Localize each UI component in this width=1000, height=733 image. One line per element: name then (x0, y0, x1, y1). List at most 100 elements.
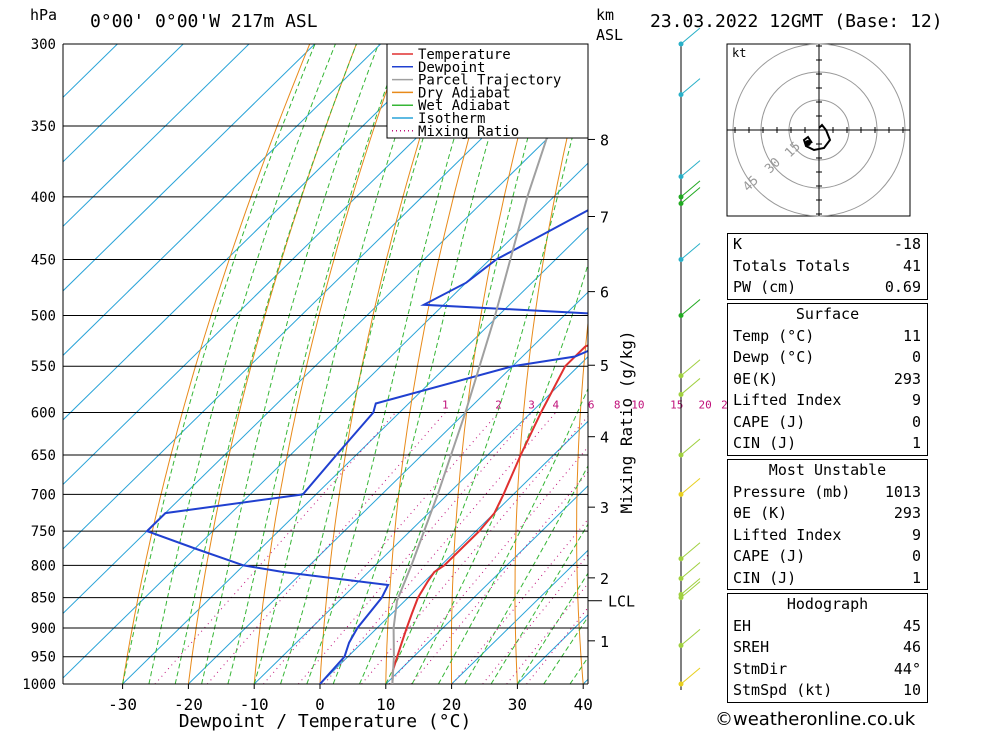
x-tick-label: -20 (174, 695, 203, 714)
isotherm-line (63, 98, 588, 615)
surface-li-label: Lifted Index (733, 391, 842, 409)
x-tick-label: 0 (315, 695, 325, 714)
pressure-tick-label: 350 (31, 119, 56, 135)
pressure-tick-label: 550 (31, 359, 56, 375)
dry-adiabat-line (187, 44, 357, 684)
pressure-tick-label: 650 (31, 448, 56, 464)
mu-li-value: 9 (911, 525, 921, 544)
pressure-tick-label: 500 (31, 309, 56, 325)
dry-adiabat-line (694, 44, 730, 684)
surface-temp-value: 11 (902, 326, 921, 345)
x-tick-label: 20 (442, 695, 461, 714)
hodograph-panel: Hodograph EH 45 SREH 46 StmDir 44° StmSpd (… (727, 593, 928, 703)
mixing-ratio-label: 1 (442, 398, 449, 411)
stmspd-value: 10 (902, 681, 921, 699)
surface-cape-label: CAPE (J) (733, 412, 806, 431)
wind-barb (680, 243, 701, 260)
km-unit-label: km (596, 6, 614, 24)
legend-entry: Dry Adiabat (418, 85, 511, 101)
legend-entry: Mixing Ratio (418, 124, 519, 140)
wet-adiabat-line (280, 44, 454, 684)
pressure-tick-label: 800 (31, 558, 56, 574)
mixing-ratio-line (263, 412, 499, 684)
km-tick-label: 6 (600, 284, 609, 302)
isotherm-line (63, 44, 513, 486)
x-tick-label: 40 (574, 695, 593, 714)
pw-label: PW (cm) (733, 278, 797, 296)
pressure-tick-label: 300 (31, 37, 56, 53)
isotherm-line (63, 44, 447, 421)
mixing-ratio-label: 10 (631, 398, 644, 411)
copyright: ©weatheronline.co.uk (715, 709, 916, 730)
stmspd-label: StmSpd (kt) (733, 681, 833, 699)
mixing-ratio-line (154, 412, 396, 684)
wet-adiabat-line (253, 44, 427, 684)
km-tick-label: 4 (600, 429, 609, 447)
wind-barb (680, 562, 701, 579)
wind-barb (680, 180, 701, 198)
mixing-ratio-label: 20 (699, 398, 712, 411)
wind-barb (680, 299, 701, 316)
pressure-tick-label: 1000 (22, 677, 56, 693)
wind-barb (680, 78, 701, 96)
datetime-title: 23.03.2022 12GMT (Base: 12) (650, 11, 943, 32)
mu-theta-value: 293 (893, 504, 921, 522)
mu-cin-value: 1 (911, 568, 921, 587)
wind-barb (680, 581, 701, 598)
mixing-ratio-label: 6 (588, 398, 595, 411)
location-title: 0°00' 0°00'W 217m ASL (90, 11, 318, 32)
legend-box (386, 43, 589, 139)
surface-theta-label: θE(K) (733, 369, 779, 388)
legend-entry: Dewpoint (418, 60, 485, 76)
isotherm-line (253, 356, 588, 684)
hodograph-trace (802, 123, 832, 152)
mu-cape-label: CAPE (J) (733, 547, 806, 565)
mixing-ratio-label: 2 (495, 398, 502, 411)
totals-value: 41 (902, 256, 921, 275)
pressure-tick-label: 600 (31, 405, 56, 421)
km-tick-label: 3 (600, 499, 609, 517)
legend-entry: Wet Adiabat (418, 98, 511, 114)
wind-barb (680, 578, 701, 595)
wind-barb (680, 27, 701, 45)
km-tick-label: 5 (600, 357, 609, 375)
legend-entry: Temperature (418, 47, 511, 63)
pw-value: 0.69 (884, 278, 921, 296)
mu-li-label: Lifted Index (733, 525, 842, 544)
wind-barb (680, 629, 701, 646)
km-tick-label: 7 (600, 208, 609, 226)
wind-barb (680, 359, 701, 377)
legend-entry: Isotherm (418, 111, 485, 127)
x-tick-label: -30 (108, 695, 137, 714)
surface-cape-value: 0 (911, 412, 921, 431)
hodograph-storm-marker (805, 140, 811, 146)
isotherm-line (385, 485, 588, 684)
k-label: K (733, 235, 743, 253)
mixing-ratio-label: 3 (528, 398, 535, 411)
temperature-line (391, 344, 588, 684)
wind-barb (680, 478, 701, 495)
wind-barb (680, 667, 701, 685)
isotherm-line (63, 162, 588, 679)
x-tick-label: 10 (376, 695, 395, 714)
dry-adiabat-line (636, 44, 683, 684)
sreh-value: 46 (902, 638, 921, 656)
wind-barb (680, 160, 701, 177)
k-value: -18 (893, 235, 921, 253)
wet-adiabat-line (464, 464, 588, 684)
totals-label: Totals Totals (733, 256, 851, 275)
isotherm-line (63, 44, 184, 163)
pressure-tick-label: 850 (31, 591, 56, 607)
isotherm-line (63, 44, 316, 292)
mixing-ratio-label: 15 (670, 398, 683, 411)
asl-unit-label: ASL (596, 26, 623, 44)
isotherm-line (122, 227, 588, 684)
mixing-ratio-label: 4 (552, 398, 559, 411)
pressure-tick-label: 700 (31, 487, 56, 503)
hodograph-panel-title: Hodograph (786, 595, 869, 613)
wet-adiabat-line (411, 262, 588, 684)
most-unstable-title: Most Unstable (768, 461, 887, 479)
surface-title: Surface (795, 305, 860, 323)
